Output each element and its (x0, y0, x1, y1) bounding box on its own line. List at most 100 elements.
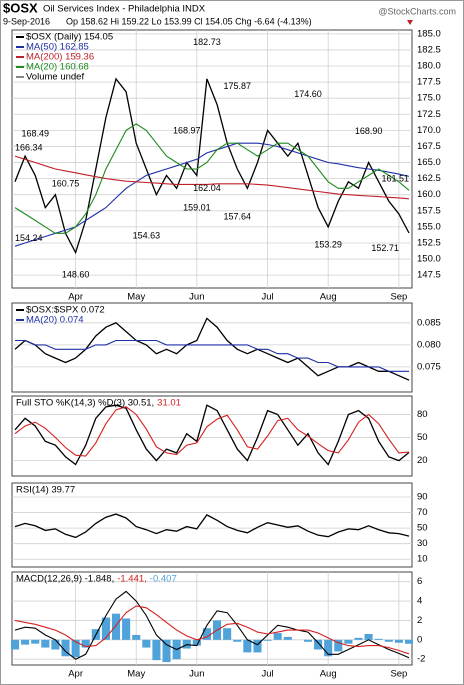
x-tick-label: Sep (390, 669, 407, 680)
legend-entry: -0.407 (150, 574, 177, 585)
x-tick-label: May (127, 292, 145, 303)
panel-frame (11, 302, 413, 393)
x-tick-label: Aug (320, 292, 337, 303)
histogram-bar (202, 628, 211, 640)
series-line (14, 155, 410, 200)
series-line (14, 142, 410, 247)
legend-entry: MA(20) 160.68 (26, 62, 89, 73)
y-tick-label: 2 (417, 615, 422, 626)
y-tick-label: 165.0 (417, 157, 441, 168)
y-tick-label: 150.0 (417, 254, 441, 265)
quote: Op 158.62 Hi 159.22 Lo 153.99 Cl 154.05 … (66, 16, 312, 26)
series-line (14, 590, 410, 660)
x-tick-label: Apr (68, 669, 83, 680)
price-annotation: 154.24 (15, 233, 43, 243)
price-annotation: 168.97 (173, 125, 201, 135)
histogram-bar (243, 639, 252, 653)
histogram-bar (111, 613, 121, 640)
panel-frame (11, 395, 413, 477)
price-annotation: 168.90 (355, 126, 383, 136)
y-tick-label: 10 (417, 554, 428, 565)
y-tick-label: 0.085 (417, 317, 441, 328)
legend-entry: MA(200) 159.36 (26, 52, 94, 63)
x-tick-label: Aug (320, 669, 337, 680)
legend-entry: MA(20) 0.074 (26, 315, 84, 326)
series-line (14, 605, 410, 655)
histogram-bar (51, 639, 60, 650)
symbol: $OSX (3, 0, 38, 15)
price-annotation: 160.75 (52, 178, 80, 188)
price-annotation: 161.51 (381, 173, 409, 183)
histogram-bar (394, 639, 403, 643)
price-annotation: 157.64 (223, 211, 251, 221)
price-annotation: 148.60 (62, 269, 90, 279)
legend-entry: Volume undef (26, 72, 84, 83)
price-annotation: 159.01 (183, 202, 211, 212)
y-tick-label: 0.080 (417, 339, 441, 350)
histogram-bar (314, 639, 323, 650)
legend-entry: MA(50) 162.85 (26, 42, 89, 53)
date: 9-Sep-2016 (3, 16, 50, 26)
y-tick-label: 30 (417, 538, 428, 549)
histogram-bar (31, 639, 40, 644)
price-annotation: 175.87 (223, 81, 251, 91)
histogram-bar (132, 634, 141, 640)
y-tick-label: 185.0 (417, 28, 441, 39)
price-annotation: 154.63 (133, 231, 161, 241)
histogram-bar (233, 639, 242, 642)
histogram-bar (142, 639, 151, 648)
histogram-bar (223, 628, 232, 640)
y-tick-label: 155.0 (417, 221, 441, 232)
y-tick-label: 162.5 (417, 173, 441, 184)
y-tick-label: 180.0 (417, 61, 441, 72)
y-tick-label: 160.0 (417, 189, 441, 200)
histogram-bar (61, 639, 70, 657)
change-arrow (407, 20, 413, 25)
histogram-bar (21, 639, 30, 645)
y-tick-label: 182.5 (417, 44, 441, 55)
y-tick-label: -2 (417, 654, 425, 665)
legend-entry: RSI(14) 39.77 (16, 485, 75, 496)
histogram-bar (324, 639, 333, 657)
histogram-bar (283, 636, 292, 640)
y-tick-label: 147.5 (417, 270, 441, 281)
histogram-bar (384, 639, 393, 642)
histogram-bar (152, 639, 161, 661)
histogram-bar (41, 639, 50, 648)
x-tick-label: Jun (189, 669, 204, 680)
price-annotation: 174.60 (294, 89, 322, 99)
x-tick-label: Apr (68, 292, 83, 303)
histogram-bar (364, 634, 373, 640)
y-tick-label: 70 (417, 507, 428, 518)
y-tick-label: 50 (417, 523, 428, 534)
histogram-bar (263, 639, 272, 641)
histogram-bar (303, 639, 313, 642)
panel-frame (11, 482, 413, 568)
legend-entry: 31.01 (157, 398, 181, 409)
y-tick-label: 0.075 (417, 361, 441, 372)
x-tick-label: Jun (189, 292, 204, 303)
y-tick-label: 50 (417, 432, 428, 443)
histogram-bar (334, 639, 343, 652)
y-tick-label: 4 (417, 596, 422, 607)
series-line (14, 406, 410, 457)
legend-entry: Full STO %K(14,3) %D(3) 30.51, (16, 398, 154, 409)
histogram-bar (273, 633, 282, 640)
series-line (14, 77, 410, 255)
y-tick-label: 90 (417, 492, 428, 503)
y-tick-label: 170.0 (417, 125, 441, 136)
price-annotation: 152.71 (371, 243, 399, 253)
y-tick-label: 177.5 (417, 77, 441, 88)
series-line (14, 123, 410, 234)
legend-entry: $OSX (Daily) 154.05 (26, 32, 113, 43)
chart-title: Oil Services Index - Philadelphia INDX (43, 4, 206, 15)
panel-frame (11, 571, 413, 666)
histogram-bar (101, 617, 110, 640)
histogram-bar (71, 639, 80, 658)
histogram-bar (122, 618, 131, 640)
histogram-bar (162, 639, 171, 663)
price-annotation: 166.34 (15, 142, 43, 152)
x-tick-label: May (127, 669, 145, 680)
series-line (15, 339, 409, 372)
